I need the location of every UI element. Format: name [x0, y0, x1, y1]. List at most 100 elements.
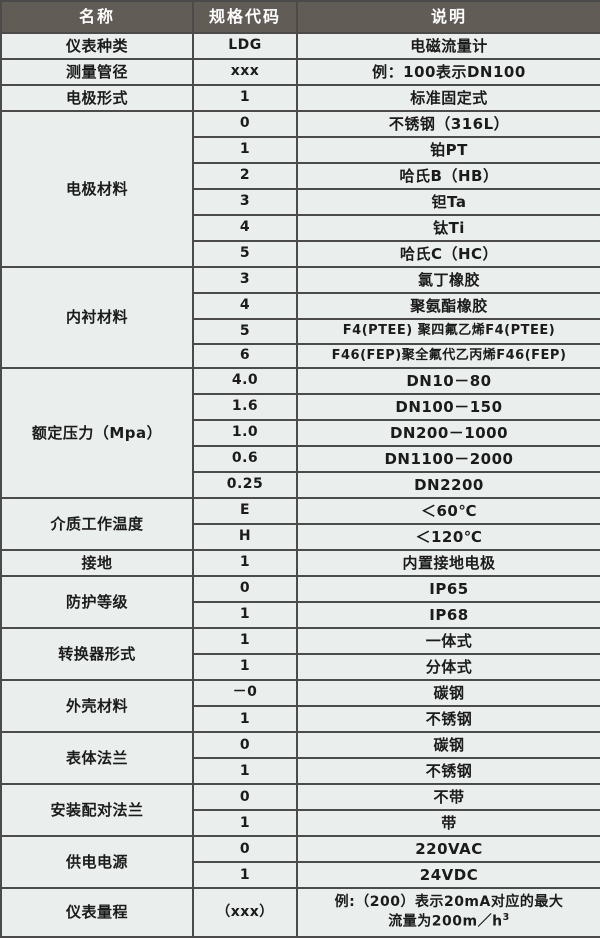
table-row: 4 聚氨酯橡胶: [1, 292, 600, 321]
description-cell: 不锈钢（316L）: [296, 110, 600, 139]
table-row: H ＜120℃: [1, 523, 600, 552]
table-row: 转换器形式 1 一体式: [0, 627, 600, 682]
description-cell: 碳钢: [296, 731, 600, 760]
spec-code-cell: 1: [192, 136, 298, 165]
row-group-name: 仪表量程: [0, 887, 194, 938]
row-group-name: 表体法兰: [0, 731, 194, 786]
table-row: 介质工作温度 E ＜60℃: [0, 497, 600, 552]
spec-code-cell: LDG: [192, 31, 298, 61]
spec-code-cell: 5: [192, 318, 298, 345]
description-cell: IP68: [296, 601, 600, 630]
description-cell: 24VDC: [296, 861, 600, 890]
spec-code-cell: 0: [192, 835, 298, 864]
table-row: 表体法兰 0 碳钢: [0, 731, 600, 786]
table-row: 0.6 DN1100－2000: [1, 445, 600, 474]
description-cell: 钛Ti: [296, 214, 600, 243]
description-cell: 例：100表示DN100: [296, 58, 600, 87]
row-group-name: 测量管径: [0, 58, 194, 87]
spec-code-cell: 0: [192, 110, 298, 139]
row-group-name: 仪表种类: [0, 31, 194, 61]
spec-code-cell: 1.6: [192, 393, 298, 422]
spec-code-cell: 0.6: [192, 445, 298, 474]
row-group-name: 安装配对法兰: [0, 783, 194, 838]
description-line-2: 流量为200m／h3: [302, 912, 596, 931]
description-cell: 不锈钢: [296, 757, 600, 786]
description-cell: 例:（200）表示20mA对应的最大 流量为200m／h3: [296, 887, 600, 938]
description-cell: 不带: [296, 783, 600, 812]
row-group-name: 电极材料: [0, 110, 194, 269]
description-cell: F46(FEP)聚全氟代乙丙烯F46(FEP): [296, 342, 600, 370]
spec-code-cell: 1: [192, 705, 298, 734]
description-cell: 电磁流量计: [296, 31, 600, 61]
row-group-name: 防护等级: [0, 575, 194, 630]
table-header: 名称 规格代码 说明: [0, 0, 600, 34]
description-cell: ＜120℃: [296, 523, 600, 552]
spec-code-cell: H: [192, 523, 298, 552]
spec-code-cell: 0: [192, 783, 298, 812]
spec-code-cell: 1: [192, 861, 298, 890]
spec-code-cell: 0: [192, 575, 298, 604]
table-row: 6 F46(FEP)聚全氟代乙丙烯F46(FEP): [1, 342, 600, 370]
spec-code-cell: 1: [192, 601, 298, 630]
description-line-2-unit: ／h: [477, 913, 503, 930]
table-row: 1 不锈钢: [1, 757, 600, 786]
table-body: 仪表种类 LDG 电磁流量计 测量管径 xxx 例：100表示DN100 电极形式 1 标准固定…: [0, 31, 600, 938]
row-group-name: 电极形式: [0, 84, 194, 113]
spec-code-cell: 1: [192, 653, 298, 682]
spec-code-cell: －0: [192, 679, 298, 708]
column-header-name: 名称: [0, 0, 194, 34]
spec-code-cell: 5: [192, 240, 298, 269]
spec-code-cell: 0: [192, 731, 298, 760]
row-group-name: 接地: [0, 549, 194, 578]
table-row: 1.0 DN200－1000: [1, 419, 600, 448]
description-cell: IP65: [296, 575, 600, 604]
description-cell: DN1100－2000: [296, 445, 600, 474]
description-cell: 铂PT: [296, 136, 600, 165]
table-row: 电极材料 0 不锈钢（316L）: [0, 110, 600, 269]
table-row: 1 分体式: [1, 653, 600, 682]
table-row: 电极形式 1 标准固定式: [0, 84, 600, 113]
row-group-name: 供电电源: [0, 835, 194, 890]
row-group-name: 转换器形式: [0, 627, 194, 682]
description-cell: 一体式: [296, 627, 600, 656]
description-cell: 钽Ta: [296, 188, 600, 217]
header-row: 名称 规格代码 说明: [0, 0, 600, 34]
description-cell: 哈氏B（HB）: [296, 162, 600, 191]
spec-code-cell: 0.25: [192, 471, 298, 500]
description-cell: 标准固定式: [296, 84, 600, 113]
spec-code-cell: 3: [192, 188, 298, 217]
spec-code-cell: 1: [192, 627, 298, 656]
description-cell: 内置接地电极: [296, 549, 600, 578]
table-row: 1.6 DN100－150: [1, 393, 600, 422]
table-row: 供电电源 0 220VAC: [0, 835, 600, 890]
description-cell: 220VAC: [296, 835, 600, 864]
table-row: 1 不锈钢: [1, 705, 600, 734]
spec-code-cell: E: [192, 497, 298, 526]
table-row: 外壳材料 －0 碳钢: [0, 679, 600, 734]
description-cell: 不锈钢: [296, 705, 600, 734]
row-group-name: 介质工作温度: [0, 497, 194, 552]
spec-code-cell: 6: [192, 342, 298, 370]
row-group-name: 内衬材料: [0, 266, 194, 370]
table-row: 额定压力（Mpa） 4.0 DN10－80: [0, 367, 600, 500]
column-header-desc: 说明: [296, 0, 600, 34]
table-row: 4 钛Ti: [1, 214, 600, 243]
spec-code-cell: 1: [192, 757, 298, 786]
description-line-1: 例:（200）表示20mA对应的最大: [334, 894, 564, 911]
spec-code-cell: 3: [192, 266, 298, 295]
row-group-name: 外壳材料: [0, 679, 194, 734]
table-row: 2 哈氏B（HB）: [1, 162, 600, 191]
spec-code-cell: 4: [192, 292, 298, 321]
column-header-code: 规格代码: [192, 0, 298, 34]
table-row: 5 哈氏C（HC）: [1, 240, 600, 269]
description-cell: ＜60℃: [296, 497, 600, 526]
description-line-2-text: 流量为200m: [388, 913, 478, 930]
description-cell: 分体式: [296, 653, 600, 682]
description-cell: 氯丁橡胶: [296, 266, 600, 295]
table-row: 1 IP68: [1, 601, 600, 630]
table-row: 安装配对法兰 0 不带: [0, 783, 600, 838]
table-row: 仪表种类 LDG 电磁流量计: [0, 31, 600, 61]
spec-code-cell: 4.0: [192, 367, 298, 396]
